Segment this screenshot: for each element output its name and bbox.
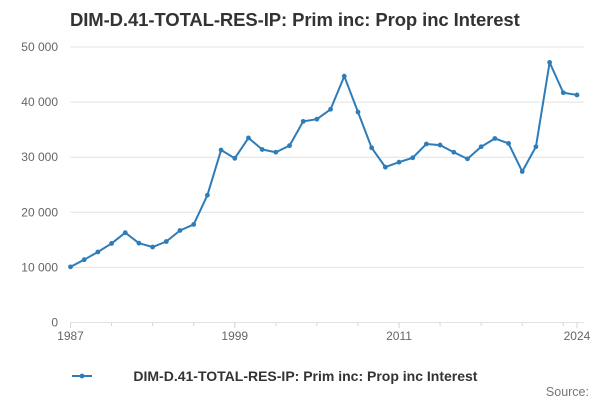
svg-text:40 000: 40 000: [21, 95, 58, 109]
svg-text:50 000: 50 000: [21, 40, 58, 54]
svg-text:20 000: 20 000: [21, 205, 58, 219]
svg-text:10 000: 10 000: [21, 260, 58, 274]
svg-text:2011: 2011: [386, 329, 412, 343]
svg-text:30 000: 30 000: [21, 150, 58, 164]
svg-text:1987: 1987: [57, 329, 84, 343]
svg-text:0: 0: [51, 316, 58, 330]
svg-text:1999: 1999: [221, 329, 248, 343]
svg-text:2024: 2024: [564, 329, 591, 343]
